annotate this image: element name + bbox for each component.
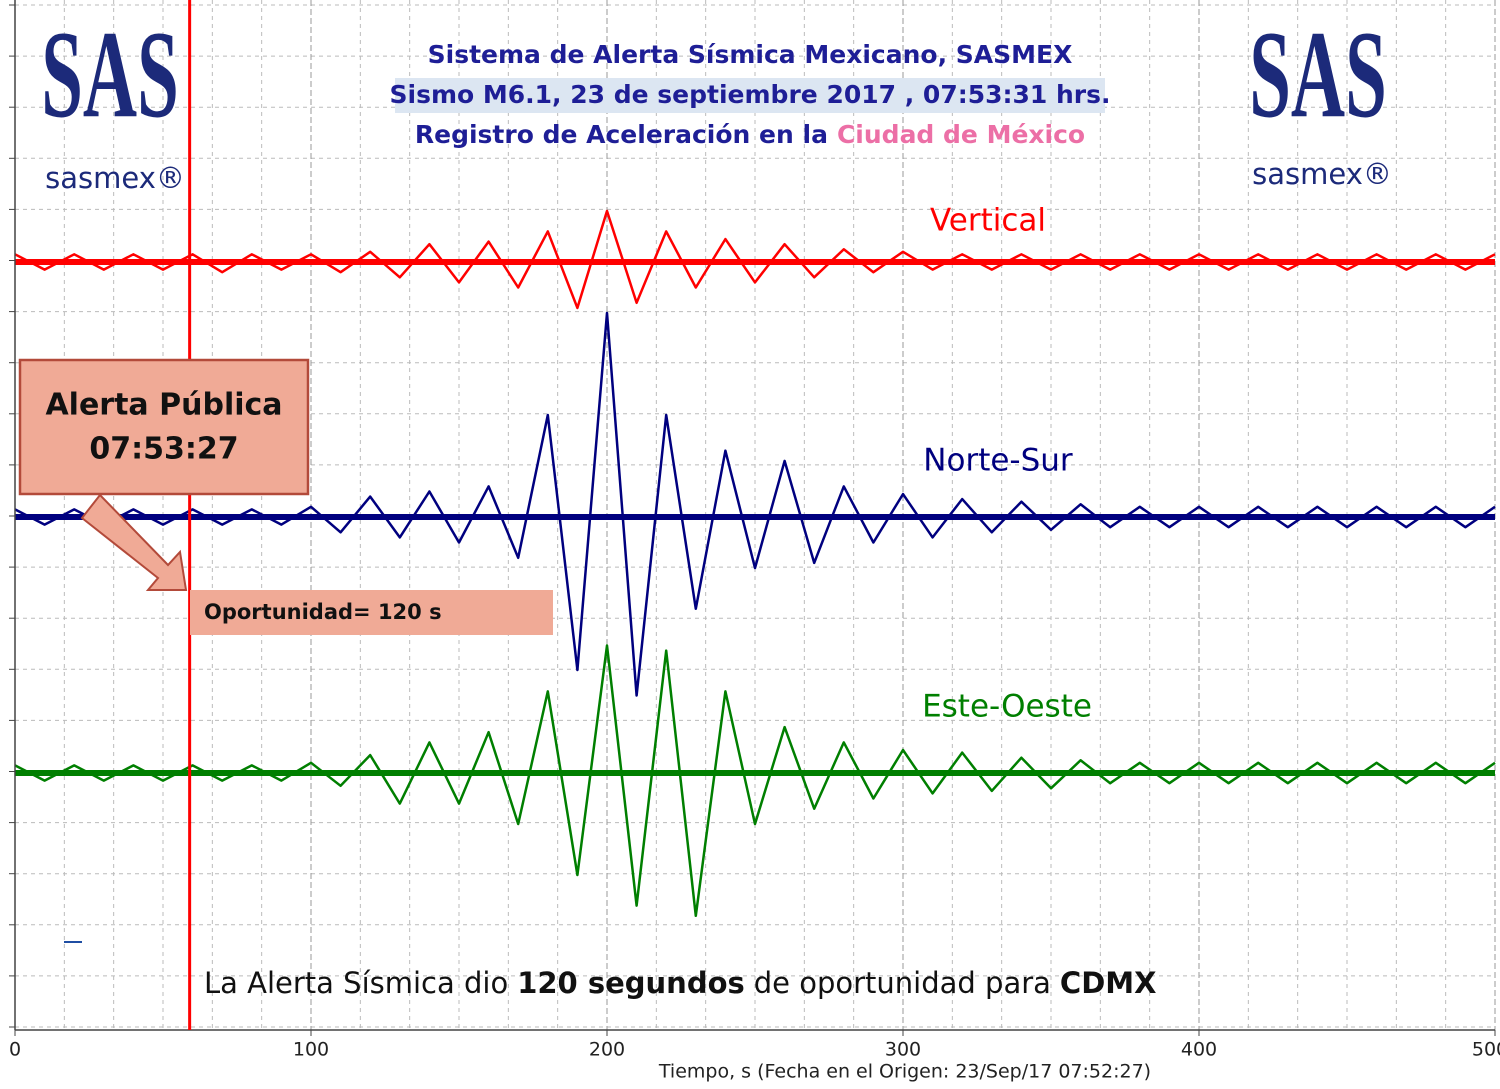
alert-box: [18, 358, 310, 496]
x-tick-label: 0: [9, 1039, 21, 1061]
logo: SAS: [1249, 6, 1387, 144]
trace-label: Este-Oeste: [922, 689, 1092, 725]
logo-brand: sasmex®: [45, 161, 185, 195]
trace-label: Vertical: [930, 203, 1046, 239]
traces: [14, 209, 1496, 918]
subtitle: Registro de Aceleración en la Ciudad de M…: [415, 120, 1085, 149]
note: La Alerta Sísmica dio 120 segundos de opor…: [204, 966, 1157, 1000]
x-axis-label: Tiempo, s (Fecha en el Origen: 23/Sep/17…: [658, 1061, 1151, 1083]
alert-group: Alerta Pública 07:53:27 Oportunidad= 120…: [18, 358, 553, 635]
logo: SAS: [41, 6, 179, 144]
alert-label: Alerta Pública: [45, 388, 282, 423]
trace-label: Norte-Sur: [923, 443, 1073, 479]
x-tick-label: 100: [293, 1039, 329, 1061]
logo-right: SAS sasmex®: [1249, 6, 1392, 191]
note-part: de oportunidad para: [754, 966, 1051, 1000]
alert-arrow: [80, 493, 188, 591]
note-part: 120 segundos: [517, 966, 745, 1000]
subtitle-highlight: Ciudad de México: [837, 120, 1085, 149]
logo-brand: sasmex®: [1252, 157, 1392, 191]
x-tick-label: 200: [589, 1039, 625, 1061]
subtitle-part: Registro de Aceleración en la: [415, 120, 828, 149]
x-tick-label: 300: [885, 1039, 921, 1061]
alert-time: 07:53:27: [89, 432, 238, 467]
logo-left: SAS sasmex®: [41, 6, 185, 195]
x-tick-label: 500: [1472, 1039, 1500, 1061]
title: Sistema de Alerta Sísmica Mexicano, SASM…: [428, 40, 1073, 69]
subtitle: Sismo M6.1, 23 de septiembre 2017 , 07:5…: [390, 80, 1111, 109]
opportunity-box: [190, 590, 553, 635]
opportunity-label: Oportunidad= 120 s: [204, 600, 442, 624]
x-tick-label: 400: [1181, 1039, 1217, 1061]
title-highlight-bg: [395, 78, 1105, 113]
note-part: CDMX: [1060, 966, 1157, 1000]
note-part: La Alerta Sísmica dio: [204, 966, 508, 1000]
